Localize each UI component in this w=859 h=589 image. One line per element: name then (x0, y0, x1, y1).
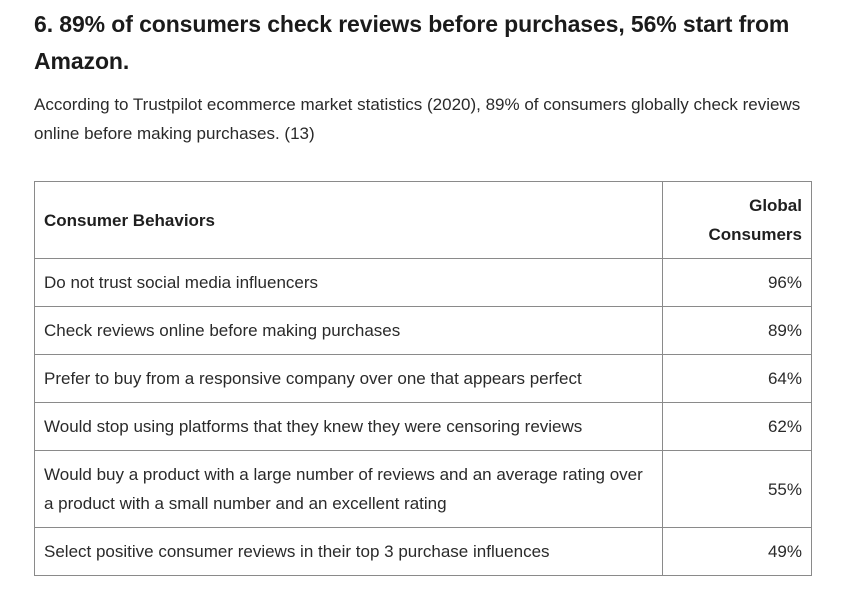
behavior-cell: Check reviews online before making purch… (34, 306, 663, 355)
table-row: Prefer to buy from a responsive company … (34, 354, 812, 403)
table-row: Select positive consumer reviews in thei… (34, 527, 812, 576)
header-consumer-behaviors: Consumer Behaviors (34, 181, 663, 259)
value-cell: 55% (662, 450, 812, 528)
consumer-behaviors-table: Consumer Behaviors Global Consumers Do n… (34, 181, 812, 576)
table-row: Do not trust social media influencers 96… (34, 258, 812, 307)
section-heading: 6. 89% of consumers check reviews before… (34, 11, 790, 74)
value-cell: 64% (662, 354, 812, 403)
table-row: Would buy a product with a large number … (34, 450, 812, 528)
behavior-cell: Select positive consumer reviews in thei… (34, 527, 663, 576)
value-cell: 96% (662, 258, 812, 307)
table-row: Check reviews online before making purch… (34, 306, 812, 355)
behavior-cell: Prefer to buy from a responsive company … (34, 354, 663, 403)
behavior-cell: Would stop using platforms that they kne… (34, 402, 663, 451)
header-global-consumers: Global Consumers (662, 181, 812, 259)
value-cell: 49% (662, 527, 812, 576)
value-cell: 62% (662, 402, 812, 451)
table-row: Would stop using platforms that they kne… (34, 402, 812, 451)
intro-paragraph: According to Trustpilot ecommerce market… (34, 95, 801, 143)
behavior-cell: Would buy a product with a large number … (34, 450, 663, 528)
value-cell: 89% (662, 306, 812, 355)
table-header-row: Consumer Behaviors Global Consumers (34, 181, 812, 259)
behavior-cell: Do not trust social media influencers (34, 258, 663, 307)
